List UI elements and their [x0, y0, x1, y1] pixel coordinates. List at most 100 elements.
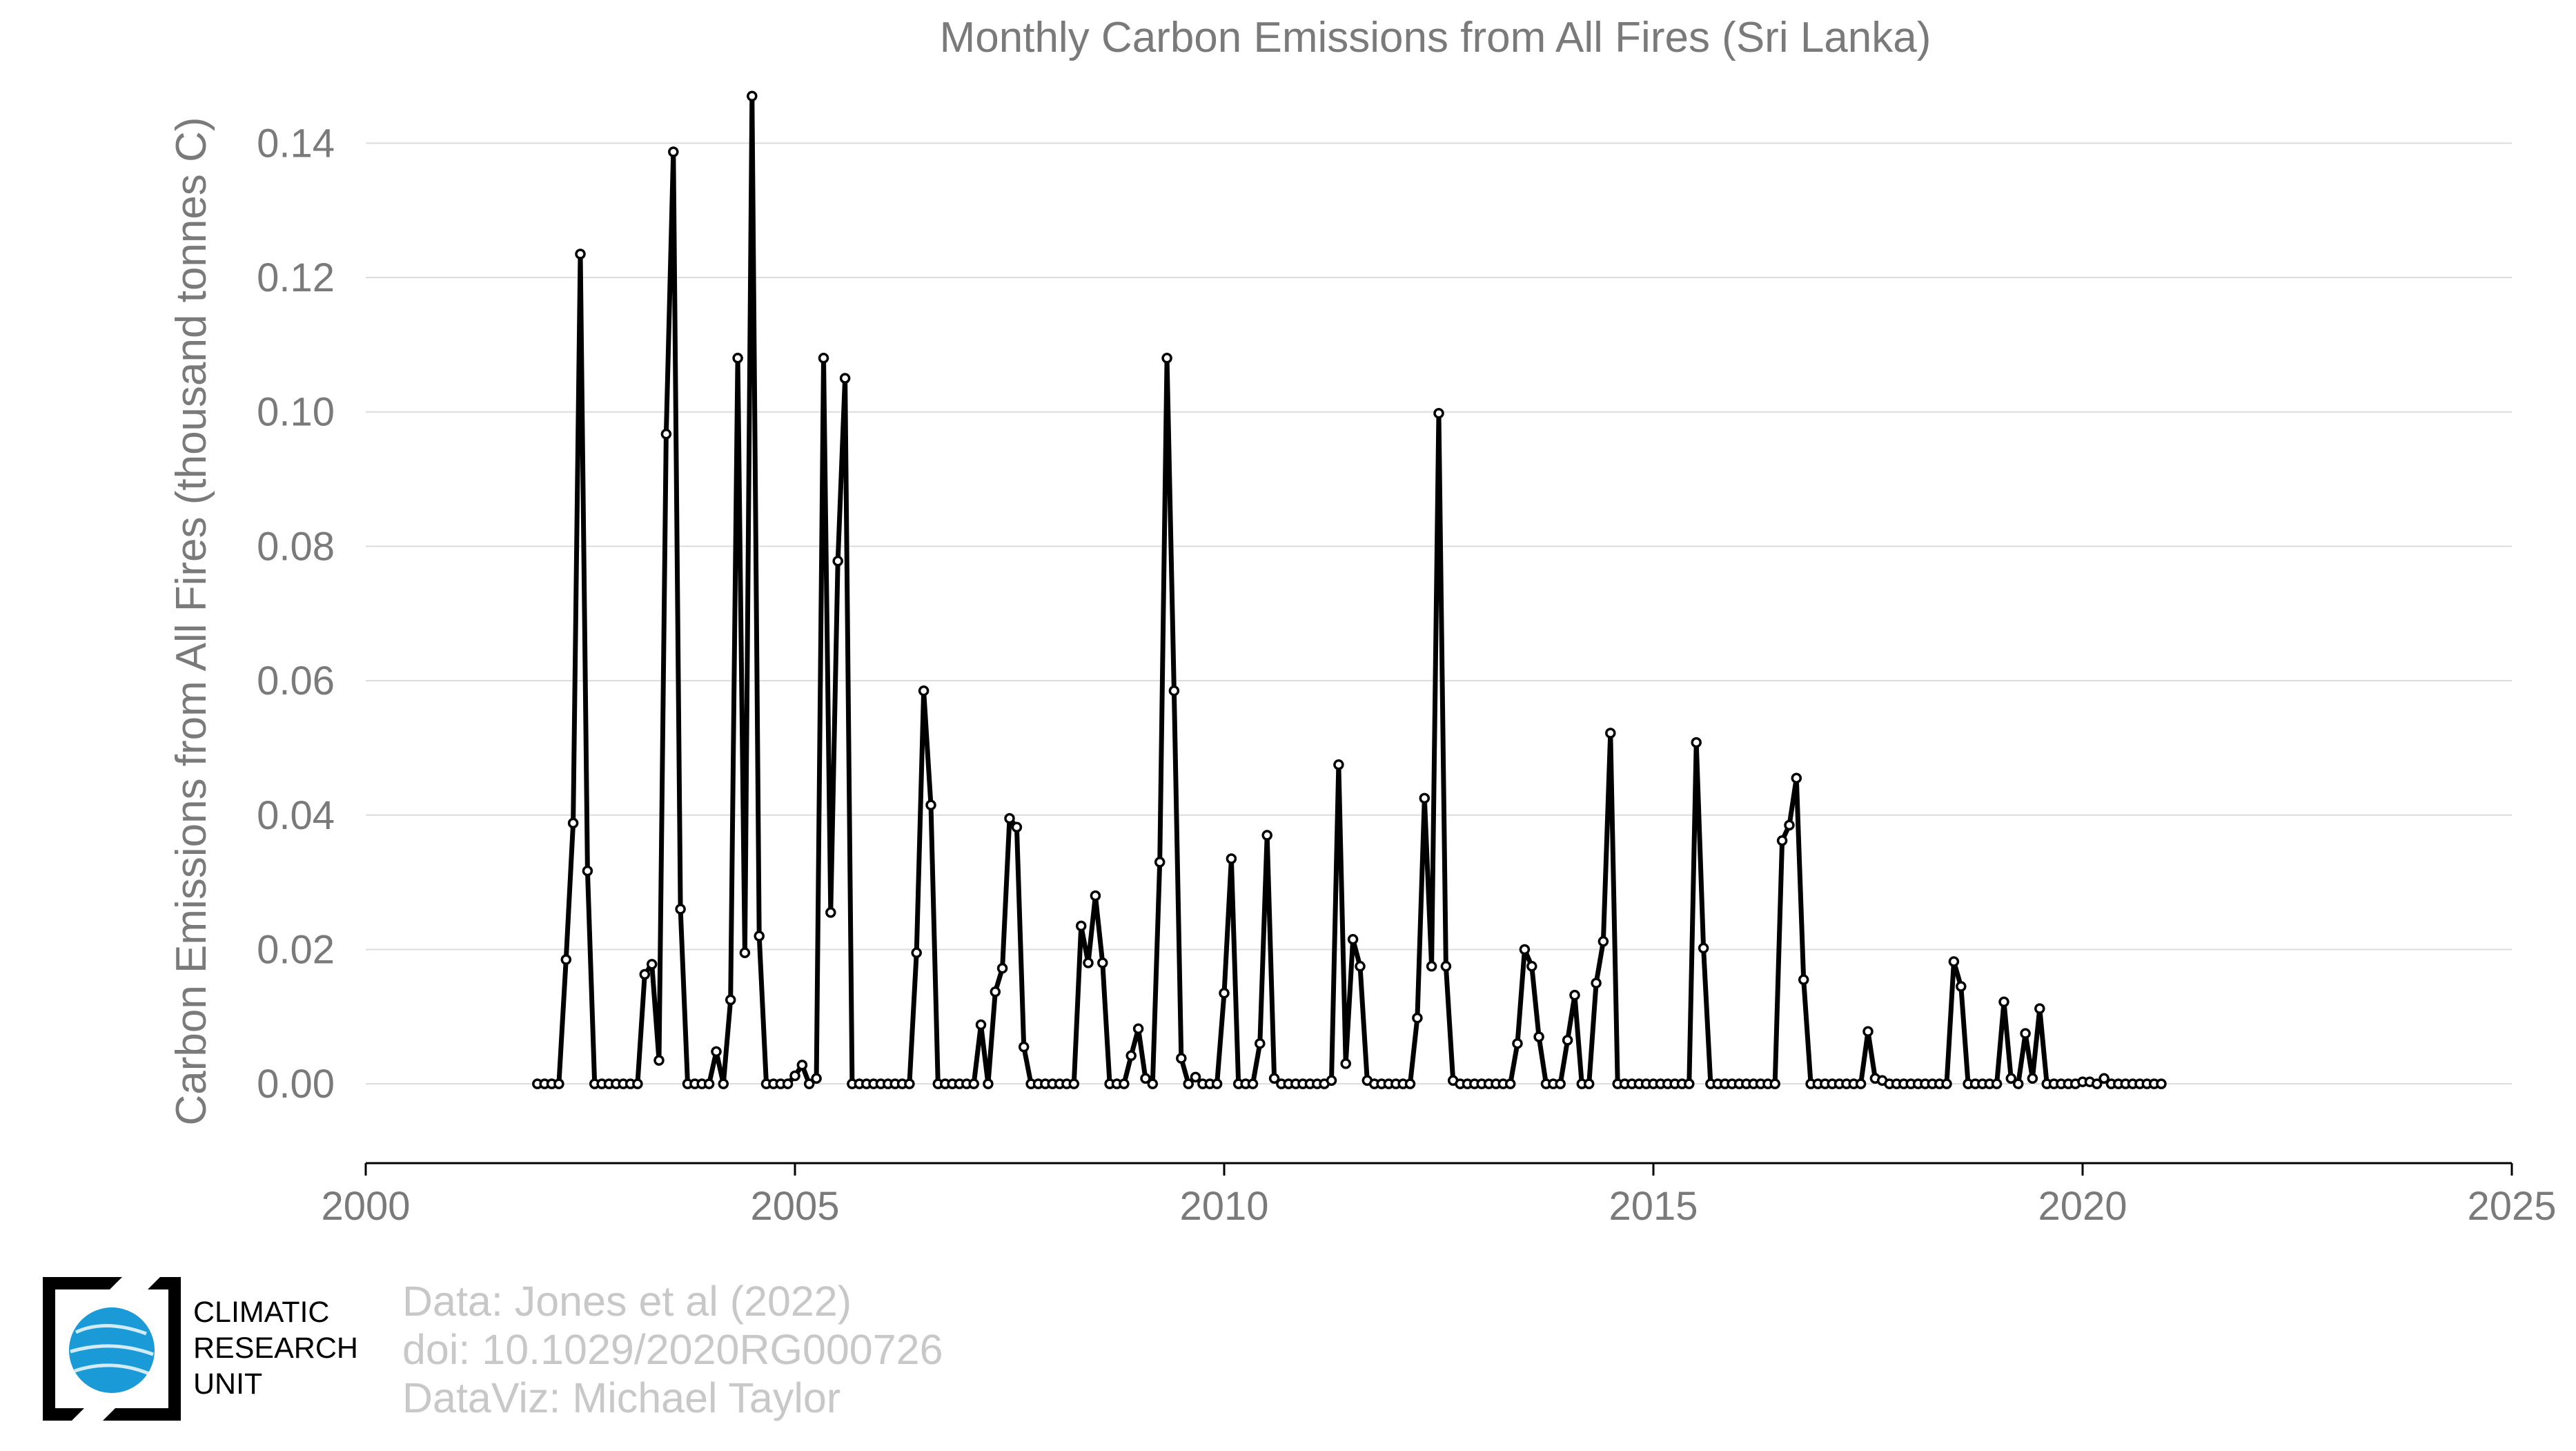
data-point: [1519, 944, 1531, 955]
data-point: [1776, 835, 1788, 846]
data-point: [1433, 407, 1444, 419]
data-point: [1798, 974, 1809, 986]
y-tick-label: 0.00: [257, 1062, 335, 1107]
x-tick-label: 2025: [2467, 1184, 2556, 1229]
data-point: [653, 1055, 665, 1066]
x-tick-label: 2005: [750, 1184, 839, 1229]
data-point: [1261, 830, 1272, 841]
data-point: [839, 373, 851, 384]
data-point: [1154, 857, 1166, 868]
data-point: [703, 1078, 715, 1089]
data-point: [1340, 1058, 1351, 1069]
data-point: [1504, 1078, 1516, 1089]
data-point: [2027, 1073, 2038, 1084]
x-tick-label: 2010: [1179, 1184, 1268, 1229]
logo-bracket-right: [103, 1277, 181, 1421]
data-point: [711, 1046, 722, 1058]
data-point: [1018, 1041, 1030, 1053]
data-point: [1691, 737, 1702, 748]
data-point: [996, 962, 1008, 974]
data-point: [660, 429, 672, 440]
grid-lines: [366, 142, 2512, 1085]
data-point: [1419, 792, 1430, 804]
credit-dataviz: DataViz: Michael Taylor: [402, 1374, 841, 1421]
credit-doi: doi: 10.1029/2020RG000726: [402, 1326, 943, 1373]
data-point: [1347, 934, 1359, 945]
y-tick-labels: 0.00 0.02 0.04 0.06 0.08 0.10 0.12 0.14: [257, 121, 335, 1107]
data-point: [925, 799, 936, 810]
data-point: [1533, 1031, 1544, 1042]
data-point: [1219, 987, 1230, 999]
data-point: [1698, 942, 1709, 954]
y-tick-label: 0.12: [257, 255, 335, 300]
data-point: [796, 1060, 808, 1071]
y-tick-label: 0.10: [257, 390, 335, 435]
x-axis: [364, 1162, 2513, 1176]
credit-data: Data: Jones et al (2022): [402, 1278, 852, 1325]
y-tick-label: 0.08: [257, 524, 335, 569]
y-tick-label: 0.06: [257, 659, 335, 703]
data-point: [1555, 1078, 1566, 1089]
data-point: [1140, 1073, 1151, 1084]
chart-title: Monthly Carbon Emissions from All Fires …: [940, 14, 1931, 61]
data-point: [2091, 1078, 2103, 1089]
data-point: [2034, 1003, 2045, 1014]
data-point: [1605, 728, 1616, 739]
data-point: [747, 90, 758, 101]
data-point: [1791, 772, 1802, 783]
data-point: [725, 994, 736, 1006]
data-point: [904, 1078, 915, 1089]
data-point: [2020, 1028, 2031, 1039]
data-point: [782, 1078, 794, 1089]
data-point: [1562, 1035, 1573, 1046]
data-point: [1412, 1012, 1423, 1024]
data-point: [1784, 819, 1795, 831]
data-point: [1097, 957, 1108, 968]
data-point: [1440, 961, 1452, 972]
data-point: [1591, 977, 1602, 989]
data-point: [968, 1078, 979, 1089]
data-point: [1011, 821, 1023, 833]
data-point: [1583, 1078, 1595, 1089]
x-tick-labels: 2000 2005 2010 2015 2020 2025: [321, 1184, 2556, 1229]
data-point: [1597, 936, 1609, 947]
data-point: [1333, 759, 1344, 770]
data-point: [789, 1070, 800, 1082]
data-point: [1526, 961, 1537, 972]
data-point: [1855, 1078, 1867, 1089]
data-point: [2005, 1073, 2017, 1084]
logo-text-climatic: CLIMATIC: [193, 1296, 330, 1329]
data-point: [1211, 1078, 1223, 1089]
data-point: [1862, 1026, 1874, 1037]
data-point: [1247, 1078, 1259, 1089]
data-point: [975, 1019, 987, 1031]
data-point: [811, 1073, 822, 1084]
data-point: [2156, 1078, 2167, 1089]
data-point: [1161, 353, 1172, 364]
x-tick-label: 2000: [321, 1184, 410, 1229]
data-point: [1147, 1078, 1159, 1089]
data-point: [632, 1078, 643, 1089]
series: [532, 90, 2167, 1089]
data-point: [739, 947, 751, 959]
data-point: [1119, 1078, 1130, 1089]
data-point: [1083, 957, 1094, 968]
data-point: [582, 865, 593, 877]
data-point: [1991, 1078, 2003, 1089]
data-point: [990, 986, 1001, 997]
data-point: [646, 959, 658, 970]
data-point: [1090, 890, 1101, 902]
data-point: [1941, 1078, 1952, 1089]
data-point: [718, 1078, 729, 1089]
logo-bracket-left: [43, 1277, 122, 1421]
y-axis-label: Carbon Emissions from All Fires (thousan…: [168, 117, 215, 1125]
globe-lines-icon: [70, 1323, 154, 1376]
data-point: [668, 146, 679, 157]
data-point: [1569, 989, 1580, 1001]
data-point: [575, 249, 586, 260]
data-point: [818, 353, 829, 364]
data-point: [732, 353, 743, 364]
data-point: [1125, 1050, 1137, 1062]
data-point: [553, 1078, 564, 1089]
